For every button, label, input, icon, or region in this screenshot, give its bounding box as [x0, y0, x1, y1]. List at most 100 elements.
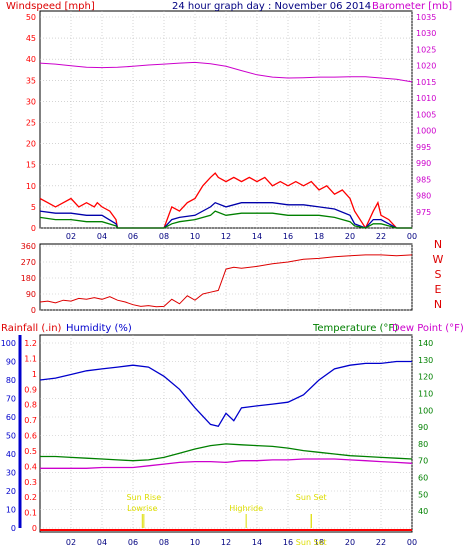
humidity-tick-label: 30	[6, 469, 16, 478]
humidity-tick-label: 60	[6, 413, 16, 422]
wind-x-tick-label: 06	[128, 232, 138, 241]
windspeed-axis-title: Windspeed [mph]	[6, 1, 95, 12]
rainfall-axis-title: Rainfall (.in)	[1, 323, 62, 334]
wind-x-tick-label: 22	[376, 232, 386, 241]
rainfall-tick-label: 0.8	[24, 401, 37, 410]
wind_green-series-line	[39, 210, 412, 229]
humidity-tick-label: 100	[1, 339, 16, 348]
windspeed-tick-label: 30	[26, 97, 36, 106]
rainfall-tick-label: 0.2	[24, 493, 37, 502]
rainfall-tick-label: 1.1	[24, 354, 37, 363]
rainfall-tick-label: 0.1	[24, 509, 37, 518]
sun-event-label: Lowrise	[127, 504, 157, 513]
climate-x-tick-label: 08	[159, 538, 169, 547]
barometer-tick-label: 1015	[416, 78, 436, 87]
barometer-tick-label: 1005	[416, 110, 436, 119]
sun-event-label: Highride	[229, 504, 263, 513]
compass-letter-label: N	[434, 238, 442, 251]
barometer-tick-label: 1035	[416, 13, 436, 22]
compass-letter-label: S	[435, 268, 442, 281]
climate-x-tick-label: 14	[252, 538, 262, 547]
temperature-tick-label: 50	[418, 490, 428, 499]
windspeed-tick-label: 50	[26, 13, 36, 22]
chart-title: 24 hour graph day : November 06 2014	[172, 1, 371, 12]
rainfall-tick-label: 0.9	[24, 385, 37, 394]
humidity-tick-label: 80	[6, 376, 16, 385]
windspeed-tick-label: 15	[26, 161, 36, 170]
rainfall-tick-label: 0.5	[24, 447, 37, 456]
climate-x-tick-label: 16	[283, 538, 293, 547]
wind-x-tick-label: 02	[66, 232, 76, 241]
rainfall-tick-label: 0.7	[24, 416, 37, 425]
direction-tick-label: 270	[21, 258, 36, 267]
barometer-tick-label: 1020	[416, 62, 436, 71]
windspeed-tick-label: 40	[26, 55, 36, 64]
rainfall-tick-label: 1.2	[24, 339, 37, 348]
dewpoint-series-line	[40, 458, 413, 469]
barometer-tick-label: 980	[416, 192, 431, 201]
wind-x-tick-label: 20	[345, 232, 355, 241]
temperature-tick-label: 120	[418, 373, 433, 382]
wind-x-tick-label: 04	[97, 232, 107, 241]
direction-tick-label: 0	[31, 306, 36, 315]
barometer-tick-label: 1030	[416, 29, 436, 38]
wind_avg-series-line	[39, 201, 412, 229]
direction-tick-label: 180	[21, 274, 36, 283]
humidity-axis-title: Humidity (%)	[66, 323, 132, 334]
climate-x-tick-label: 12	[221, 538, 231, 547]
climate-x-tick-label: 04	[97, 538, 107, 547]
temperature-tick-label: 60	[418, 474, 428, 483]
compass-letter-label: N	[434, 298, 442, 311]
temperature-tick-label: 70	[418, 457, 428, 466]
wind-x-tick-label: 18	[314, 232, 324, 241]
humidity-tick-label: 70	[6, 395, 16, 404]
temperature-series-line	[40, 443, 413, 462]
climate-x-tick-label: 06	[128, 538, 138, 547]
temperature-tick-label: 40	[418, 507, 428, 516]
humidity-tick-label: 50	[6, 432, 16, 441]
rainfall-tick-label: 0.3	[24, 478, 37, 487]
climate-x-tick-label: 02	[66, 538, 76, 547]
rainfall-tick-label: 0.4	[24, 462, 37, 471]
gust-series-line	[39, 172, 412, 230]
rainfall-tick-label: 0.6	[24, 432, 37, 441]
windspeed-tick-label: 45	[26, 34, 36, 43]
humidity-tick-label: 90	[6, 358, 16, 367]
compass-letter-label: E	[435, 283, 442, 296]
barometer-tick-label: 1010	[416, 94, 436, 103]
direction-tick-label: 360	[21, 242, 36, 251]
wind-x-tick-label: 12	[221, 232, 231, 241]
dewpoint-axis-title: Dew Point (°F)	[392, 323, 464, 334]
sun-event-label: Sun Rise	[127, 493, 162, 502]
rainfall-tick-label: 0	[32, 524, 37, 533]
temperature-tick-label: 90	[418, 423, 428, 432]
temperature-tick-label: 130	[418, 356, 433, 365]
temperature-axis-title: Temperature (°F)	[312, 323, 398, 334]
direction-tick-label: 90	[26, 290, 36, 299]
rainfall-tick-label: 1	[32, 370, 37, 379]
sun-event-label: Sun Set	[296, 493, 327, 502]
wind-x-tick-label: 10	[190, 232, 200, 241]
temperature-tick-label: 110	[418, 389, 433, 398]
windspeed-tick-label: 35	[26, 76, 36, 85]
wind-x-tick-label: 00	[407, 232, 417, 241]
barometer-tick-label: 990	[416, 159, 431, 168]
barometer-tick-label: 1000	[416, 127, 436, 136]
wind-x-tick-label: 08	[159, 232, 169, 241]
humidity-tick-label: 20	[6, 487, 16, 496]
wind-direction-series-line	[39, 254, 413, 308]
barometer-axis-title: Barometer [mb]	[372, 1, 452, 12]
climate-x-tick-label: 20	[345, 538, 355, 547]
wind-x-tick-label: 16	[283, 232, 293, 241]
humidity-tick-label: 40	[6, 450, 16, 459]
humidity-series-line	[39, 360, 412, 428]
temperature-tick-label: 100	[418, 406, 433, 415]
barometer-tick-label: 985	[416, 175, 431, 184]
windspeed-tick-label: 10	[26, 182, 36, 191]
temperature-tick-label: 80	[418, 440, 428, 449]
barometer-tick-label: 975	[416, 208, 431, 217]
windspeed-tick-label: 20	[26, 140, 36, 149]
climate-x-tick-label: 00	[407, 538, 417, 547]
windspeed-tick-label: 25	[26, 119, 36, 128]
